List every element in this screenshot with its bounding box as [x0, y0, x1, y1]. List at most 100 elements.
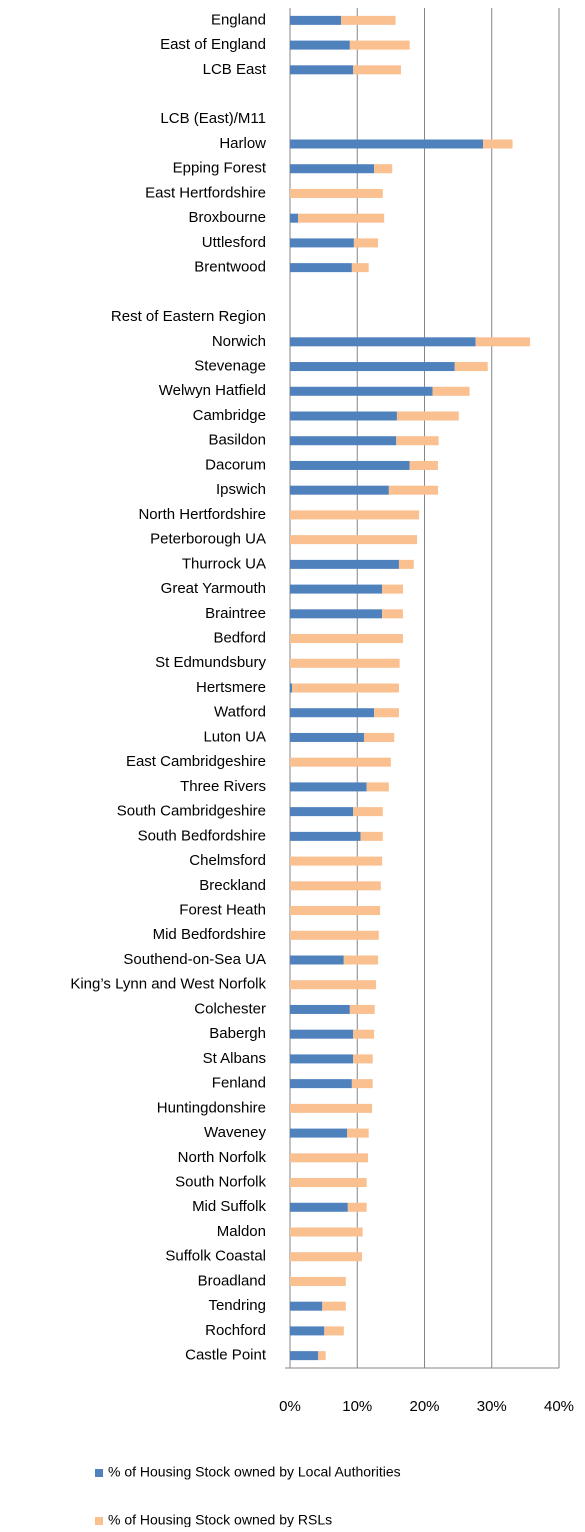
bar: [290, 831, 361, 841]
bar: [290, 1054, 354, 1064]
bar: [290, 609, 383, 619]
bar: [290, 1227, 363, 1237]
y-tick-label: North Norfolk: [178, 1149, 267, 1166]
bar: [374, 708, 399, 718]
bar: [290, 386, 433, 396]
bar: [290, 930, 379, 940]
bar: [290, 634, 403, 644]
y-tick-label: Basildon: [208, 432, 266, 449]
bar: [396, 411, 459, 421]
bar: [290, 1202, 348, 1212]
legend-label: % of Housing Stock owned by RSLs: [108, 1512, 332, 1527]
y-tick-label: South Norfolk: [175, 1174, 266, 1191]
bar: [398, 559, 414, 569]
bar: [360, 831, 383, 841]
y-tick-label: Luton UA: [203, 728, 266, 745]
y-tick-label: LCB East: [203, 61, 267, 78]
bar: [290, 881, 381, 891]
bar: [290, 188, 383, 198]
bar: [290, 139, 484, 149]
bar: [290, 238, 354, 248]
bar: [374, 164, 393, 174]
y-tick-label: Peterborough UA: [150, 531, 266, 548]
bar: [290, 362, 455, 372]
bar: [318, 1351, 326, 1361]
y-tick-label: Suffolk Coastal: [165, 1248, 266, 1265]
bar: [290, 411, 397, 421]
bar: [353, 1054, 373, 1064]
bar: [290, 782, 367, 792]
bar: [290, 15, 342, 25]
y-tick-label: Great Yarmouth: [161, 580, 266, 597]
bar: [290, 1029, 354, 1039]
bar: [351, 1079, 373, 1089]
bar: [388, 485, 438, 495]
bar: [475, 337, 531, 347]
bar: [290, 708, 375, 718]
bar: [290, 658, 400, 668]
bar: [290, 40, 350, 50]
bar: [341, 15, 396, 25]
bar: [290, 337, 476, 347]
bar: [324, 1326, 344, 1336]
bar: [290, 732, 364, 742]
legend-swatch: [95, 1469, 103, 1477]
y-tick-label: Broadland: [198, 1272, 266, 1289]
y-tick-label: East Hertfordshire: [145, 184, 266, 201]
bar: [290, 1301, 323, 1311]
y-tick-label: Waveney: [204, 1124, 266, 1141]
y-tick-label: LCB (East)/M11: [160, 110, 266, 127]
y-tick-label: Mid Bedfordshire: [153, 926, 266, 943]
x-tick-label: 30%: [477, 1398, 507, 1415]
y-tick-label: Welwyn Hatfield: [159, 382, 266, 399]
y-tick-label: North Hertfordshire: [138, 506, 266, 523]
bar: [382, 584, 403, 594]
bar: [396, 436, 439, 446]
y-tick-label: East of England: [160, 36, 266, 53]
bar: [290, 1079, 352, 1089]
bar: [290, 485, 389, 495]
y-tick-label: Chelmsford: [189, 852, 266, 869]
bar: [290, 1276, 346, 1286]
bar: [290, 213, 299, 223]
y-tick-label: Brentwood: [194, 259, 266, 276]
x-tick-label: 0%: [279, 1398, 301, 1415]
y-tick-label: Norwich: [212, 333, 266, 350]
bar: [363, 732, 395, 742]
bar: [290, 1128, 348, 1138]
bar: [483, 139, 513, 149]
y-tick-label: Mid Suffolk: [192, 1198, 266, 1215]
y-tick-label: Tendring: [208, 1297, 266, 1314]
bar: [347, 1202, 367, 1212]
y-tick-label: King’s Lynn and West Norfolk: [70, 976, 266, 993]
y-tick-label: Rochford: [205, 1322, 266, 1339]
bar: [290, 510, 420, 520]
bar: [343, 955, 379, 965]
x-tick-label: 10%: [342, 1398, 372, 1415]
y-tick-label: Cambridge: [193, 407, 266, 424]
bar: [353, 238, 379, 248]
bar: [290, 584, 383, 594]
y-tick-label: Watford: [214, 704, 266, 721]
y-tick-label: Bedford: [213, 630, 266, 647]
y-tick-label: St Edmundsbury: [155, 654, 266, 671]
bar: [290, 65, 354, 75]
bar: [382, 609, 403, 619]
y-tick-label: Fenland: [212, 1075, 266, 1092]
y-tick-label: South Cambridgeshire: [117, 803, 266, 820]
y-tick-label: Rest of Eastern Region: [111, 308, 266, 325]
legend-label: % of Housing Stock owned by Local Author…: [108, 1464, 401, 1480]
y-tick-label: South Bedfordshire: [138, 827, 266, 844]
y-tick-label: Southend-on-Sea UA: [123, 951, 266, 968]
bar: [409, 460, 438, 470]
bar: [298, 213, 385, 223]
bar: [322, 1301, 346, 1311]
bar: [353, 65, 401, 75]
bar: [432, 386, 470, 396]
y-tick-label: England: [211, 11, 266, 28]
y-tick-label: Three Rivers: [180, 778, 266, 795]
y-tick-label: Harlow: [219, 135, 266, 152]
bar: [290, 955, 344, 965]
bar: [290, 263, 352, 273]
